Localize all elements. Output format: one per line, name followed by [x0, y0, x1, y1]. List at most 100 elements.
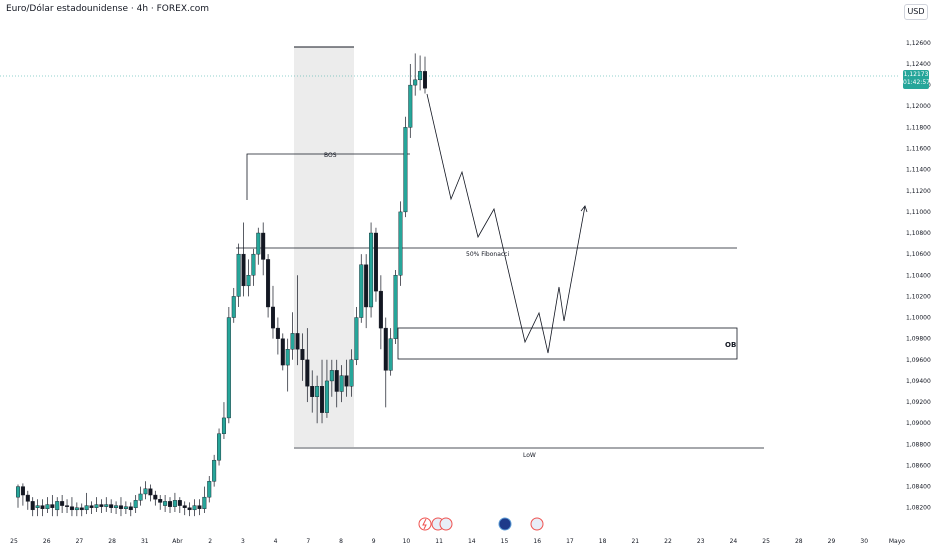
- x-tick-label: 24: [730, 538, 738, 545]
- candle-body: [393, 275, 398, 339]
- candle-body: [40, 505, 45, 509]
- candle-body: [324, 380, 329, 413]
- x-tick-label: 26: [43, 538, 51, 545]
- candle-body: [300, 349, 305, 361]
- x-tick-label: 23: [697, 538, 705, 545]
- x-tick-label: 28: [108, 538, 116, 545]
- candle-body: [45, 504, 50, 509]
- candle-body: [202, 496, 207, 509]
- flash-glyph-icon: [422, 518, 427, 530]
- candle-body: [403, 127, 408, 213]
- x-tick-label: 18: [599, 538, 607, 545]
- y-tick-label: 1,08400: [906, 484, 931, 491]
- candle-body: [256, 232, 261, 255]
- candle-body: [187, 507, 192, 511]
- x-tick-label: 21: [631, 538, 639, 545]
- candle-body: [270, 306, 275, 329]
- candle-body: [241, 253, 246, 287]
- x-tick-label: 22: [664, 538, 672, 545]
- x-tick-label: 2: [208, 538, 212, 545]
- candle-body: [305, 359, 310, 387]
- x-tick-label: 9: [372, 538, 376, 545]
- y-tick-label: 1,11400: [906, 167, 931, 174]
- candle-body: [212, 459, 217, 482]
- candle-body: [423, 71, 428, 89]
- candle-body: [349, 359, 354, 387]
- candle-body: [280, 338, 285, 366]
- event-icons: [418, 517, 544, 531]
- fib-label: 50% Fibonacci: [466, 251, 509, 258]
- candle-body: [221, 417, 226, 434]
- candle-body: [275, 327, 280, 339]
- candle-body: [383, 327, 388, 371]
- countdown-timer: 01:42:57: [903, 79, 930, 86]
- y-tick-label: 1,10000: [906, 315, 931, 322]
- y-tick-label: 1,09600: [906, 357, 931, 364]
- x-tick-label: 25: [762, 538, 770, 545]
- projection-arrowhead: [580, 205, 588, 213]
- candles-group: [16, 53, 428, 517]
- candle-body: [398, 211, 403, 276]
- candle-body: [50, 504, 55, 508]
- x-tick-label: 28: [795, 538, 803, 545]
- candle-body: [251, 253, 256, 276]
- candle-body: [65, 505, 70, 507]
- x-tick-label: 8: [339, 538, 343, 545]
- y-tick-label: 1,10800: [906, 230, 931, 237]
- y-tick-label: 1,11200: [906, 188, 931, 195]
- event-eu-icon: [498, 517, 512, 531]
- candle-body: [315, 386, 320, 397]
- low-label: LoW: [523, 452, 536, 459]
- x-tick-label: 4: [274, 538, 278, 545]
- candle-body: [158, 499, 163, 503]
- candle-body: [79, 507, 84, 511]
- candle-body: [310, 386, 315, 397]
- x-tick-label: 29: [828, 538, 836, 545]
- y-tick-label: 1,11800: [906, 124, 931, 131]
- candle-body: [35, 505, 40, 508]
- x-tick-label: 30: [860, 538, 868, 545]
- last-price-tag: 1,12173 01:42:57: [903, 70, 930, 89]
- event-us-flag-icon: [439, 517, 453, 531]
- candle-body: [30, 501, 35, 511]
- y-tick-label: 1,12400: [906, 61, 931, 68]
- x-tick-label: 11: [435, 538, 443, 545]
- candle-body: [109, 504, 114, 508]
- x-tick-label: 25: [10, 538, 18, 545]
- candle-body: [266, 259, 271, 308]
- candle-body: [388, 338, 393, 371]
- shaded-range: [294, 47, 354, 447]
- candle-body: [74, 507, 79, 511]
- ob-zone[interactable]: [397, 327, 738, 360]
- y-tick-label: 1,09400: [906, 378, 931, 385]
- x-tick-label: Mayo: [889, 538, 905, 545]
- candle-body: [418, 71, 423, 81]
- x-tick-label: 16: [533, 538, 541, 545]
- ob-label: OB: [725, 341, 736, 349]
- candle-body: [339, 375, 344, 392]
- candle-body: [364, 264, 369, 308]
- y-tick-label: 1,10200: [906, 293, 931, 300]
- candle-body: [320, 386, 325, 413]
- candle-body: [123, 506, 128, 509]
- y-tick-label: 1,12600: [906, 40, 931, 47]
- y-tick-label: 1,08200: [906, 505, 931, 512]
- candle-body: [369, 232, 374, 308]
- bos-line[interactable]: [246, 153, 410, 200]
- y-tick-label: 1,09200: [906, 399, 931, 406]
- currency-button[interactable]: USD: [904, 4, 928, 20]
- candle-body: [182, 505, 187, 508]
- y-axis: 1,126001,124001,122001,120001,118001,116…: [906, 40, 931, 512]
- candle-body: [172, 500, 177, 507]
- projection-path[interactable]: [426, 93, 586, 354]
- candle-body: [177, 500, 182, 506]
- bos-label: BOS: [324, 152, 337, 159]
- y-tick-label: 1,09800: [906, 336, 931, 343]
- candle-body: [118, 505, 123, 509]
- candle-body: [84, 505, 89, 511]
- x-tick-label: 31: [141, 538, 149, 545]
- x-tick-label: Abr: [172, 538, 183, 545]
- y-tick-label: 1,12000: [906, 103, 931, 110]
